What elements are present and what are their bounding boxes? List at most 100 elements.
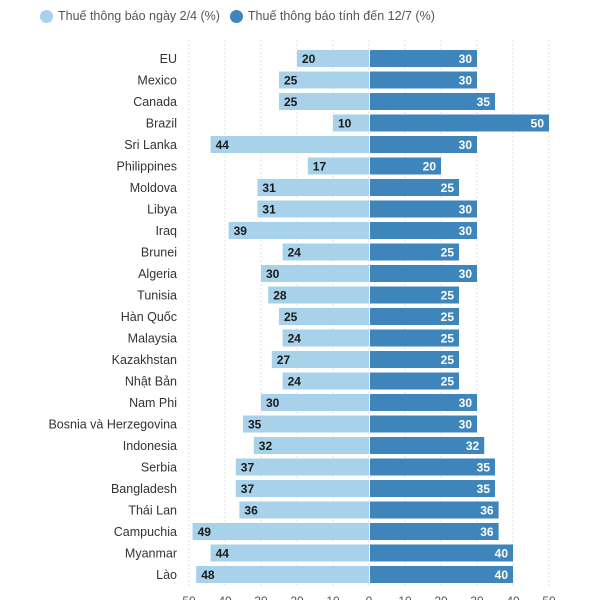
bar-series1 [257, 200, 369, 218]
x-tick-label: 0 [366, 594, 373, 600]
category-label: Lào [156, 568, 177, 582]
bar-series1 [239, 501, 369, 519]
bar-series2 [370, 71, 477, 89]
bar-series2 [370, 114, 549, 132]
bar-series1 [279, 308, 369, 325]
data-label-series2: 35 [477, 95, 491, 109]
category-label: Algeria [138, 267, 177, 281]
data-label-series1: 10 [338, 117, 352, 131]
data-label-series2: 20 [423, 160, 437, 174]
bar-series1 [210, 544, 369, 562]
data-label-series1: 37 [241, 482, 255, 496]
bar-series1 [228, 222, 369, 239]
bar-series2 [370, 329, 459, 347]
bar-series1 [192, 523, 369, 540]
bar-series2 [370, 265, 477, 282]
data-label-series1: 44 [216, 547, 230, 561]
bar-series1 [282, 243, 369, 261]
category-label: EU [160, 52, 177, 66]
bar-series2 [370, 243, 459, 261]
x-tick-label: 30 [254, 594, 268, 600]
bar-series2 [370, 437, 485, 454]
bar-series2 [370, 286, 459, 304]
bar-series2 [370, 480, 495, 497]
category-label: Myanmar [125, 547, 177, 561]
x-tick-label: 20 [290, 594, 304, 600]
data-label-series2: 50 [531, 117, 545, 131]
bar-series1 [279, 71, 369, 89]
x-tick-label: 30 [470, 594, 484, 600]
data-label-series2: 30 [459, 396, 473, 410]
legend-label-series1: Thuế thông báo ngày 2/4 (%) [58, 9, 220, 23]
bar-series1 [282, 372, 369, 390]
data-label-series2: 30 [459, 52, 473, 66]
bar-series1 [196, 566, 369, 583]
data-label-series1: 48 [201, 568, 215, 582]
x-tick-label: 10 [326, 594, 340, 600]
x-tick-label: 50 [542, 594, 556, 600]
bar-series1 [297, 50, 369, 67]
data-label-series1: 37 [241, 461, 255, 475]
data-label-series2: 25 [441, 181, 455, 195]
data-label-series1: 24 [288, 332, 302, 346]
data-label-series2: 35 [477, 461, 491, 475]
bar-series2 [370, 566, 513, 583]
data-label-series2: 32 [466, 439, 480, 453]
category-label: Nhật Bản [125, 375, 177, 389]
data-label-series2: 25 [441, 375, 455, 389]
data-label-series1: 32 [259, 439, 273, 453]
x-tick-label: 40 [218, 594, 232, 600]
legend-swatch-series2 [229, 9, 243, 23]
category-label: Brunei [141, 246, 177, 260]
bar-series1 [210, 136, 369, 153]
data-label-series1: 24 [288, 375, 302, 389]
data-label-series2: 36 [480, 504, 494, 518]
data-label-series1: 28 [273, 289, 287, 303]
bar-series1 [268, 286, 369, 304]
bar-series2 [370, 136, 477, 153]
bar-series1 [257, 179, 369, 196]
data-label-series2: 40 [495, 547, 509, 561]
data-label-series2: 30 [459, 224, 473, 238]
x-tick-label: 20 [434, 594, 448, 600]
category-label: Thái Lan [128, 504, 177, 518]
legend-item-series2: Thuế thông báo tính đến 12/7 (%) [229, 9, 435, 23]
bar-series2 [370, 222, 477, 239]
bar-series2 [370, 458, 495, 476]
category-label: Nam Phi [129, 396, 177, 410]
data-label-series2: 30 [459, 138, 473, 152]
bar-series1 [235, 458, 369, 476]
bar-series1 [333, 114, 369, 132]
category-label: Serbia [141, 461, 177, 475]
bar-series1 [282, 329, 369, 347]
category-label: Campuchia [114, 525, 177, 539]
bar-series2 [370, 394, 477, 411]
bar-series2 [370, 179, 459, 196]
data-label-series1: 24 [288, 246, 302, 260]
bar-series1 [261, 394, 369, 411]
bar-series2 [370, 93, 495, 110]
data-label-series1: 25 [284, 95, 298, 109]
data-label-series2: 30 [459, 203, 473, 217]
category-label: Moldova [130, 181, 177, 195]
data-label-series1: 39 [234, 224, 248, 238]
data-label-series2: 25 [441, 310, 455, 324]
bar-series1 [279, 93, 369, 110]
legend-label-series2: Thuế thông báo tính đến 12/7 (%) [247, 9, 435, 23]
category-label: Sri Lanka [124, 138, 177, 152]
data-label-series2: 25 [441, 353, 455, 367]
category-label: Brazil [146, 117, 177, 131]
category-label: Bosnia và Herzegovina [48, 418, 177, 432]
data-label-series1: 27 [277, 353, 291, 367]
legend: Thuế thông báo ngày 2/4 (%) Thuế thông b… [40, 6, 445, 26]
category-label: Libya [147, 203, 177, 217]
category-label: Mexico [137, 74, 177, 88]
category-label: Philippines [117, 160, 177, 174]
x-tick-label: 10 [398, 594, 412, 600]
category-label: Hàn Quốc [121, 310, 177, 324]
data-label-series1: 25 [284, 74, 298, 88]
data-label-series2: 25 [441, 332, 455, 346]
bar-series1 [271, 351, 369, 368]
category-label: Canada [133, 95, 177, 109]
data-label-series2: 30 [459, 267, 473, 281]
